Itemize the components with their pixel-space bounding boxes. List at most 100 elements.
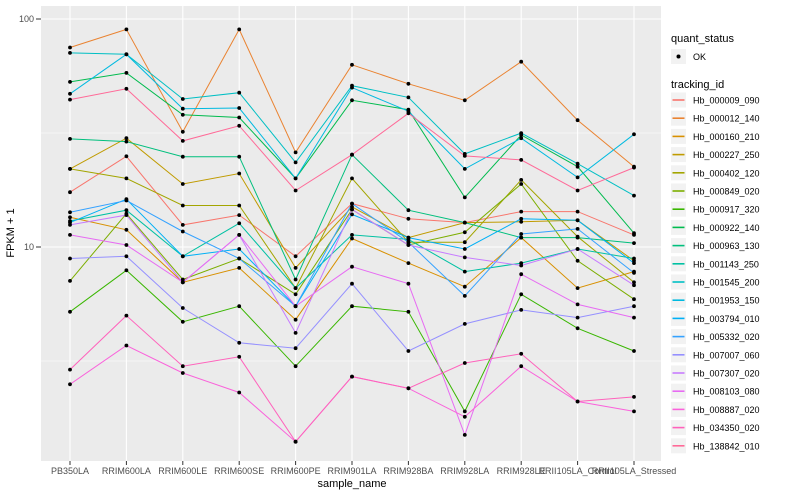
data-point: [462, 240, 467, 245]
data-point: [237, 27, 242, 32]
data-point: [632, 409, 636, 414]
data-point: [519, 178, 524, 182]
data-point: [406, 349, 411, 353]
data-point: [68, 137, 72, 141]
data-point: [632, 261, 636, 265]
data-point: [293, 346, 298, 351]
data-point: [68, 190, 72, 195]
data-point: [350, 207, 354, 212]
data-point: [575, 315, 580, 320]
y-tick-label: 100: [19, 14, 34, 24]
data-point: [519, 272, 524, 277]
data-point: [237, 203, 242, 208]
data-point: [124, 136, 129, 141]
legend-quant-status-title: quant_status: [671, 33, 734, 45]
data-point: [632, 315, 636, 320]
legend-series-label: Hb_005332_020: [693, 332, 760, 342]
data-point: [237, 247, 242, 251]
data-point: [519, 136, 524, 141]
data-point: [237, 90, 242, 95]
data-point: [68, 91, 72, 96]
x-tick-label: RRIM600PE: [271, 466, 321, 476]
data-point: [575, 188, 580, 193]
data-point: [237, 213, 242, 218]
data-point: [237, 354, 242, 359]
x-tick-label: RRIM600LA: [102, 466, 151, 476]
data-point: [406, 81, 411, 86]
data-point: [406, 235, 411, 240]
data-point: [632, 193, 636, 198]
data-point: [180, 306, 185, 310]
data-point: [293, 160, 298, 165]
data-point: [406, 309, 411, 314]
data-point: [180, 106, 185, 111]
data-point: [124, 139, 129, 144]
data-point: [462, 220, 467, 225]
data-point: [124, 343, 129, 348]
data-point: [632, 395, 636, 399]
data-point: [237, 304, 242, 309]
data-point: [124, 198, 129, 203]
data-point: [237, 390, 242, 395]
data-point: [462, 433, 467, 437]
data-point: [350, 233, 354, 237]
data-point: [519, 158, 524, 162]
data-point: [68, 223, 72, 227]
data-point: [124, 176, 129, 181]
x-tick-label: RRIM928BA: [383, 466, 433, 476]
x-tick-label: RRII105LA_Stressed: [592, 466, 677, 476]
data-point: [519, 235, 524, 240]
data-point: [350, 85, 354, 90]
data-point: [462, 230, 467, 235]
data-point: [293, 286, 298, 290]
data-point: [462, 409, 467, 414]
data-point: [462, 361, 467, 365]
data-point: [632, 132, 636, 137]
data-point: [180, 319, 185, 324]
legend-series-label: Hb_000922_140: [693, 223, 760, 233]
data-point: [237, 123, 242, 128]
legend-series-label: Hb_000963_130: [693, 241, 760, 251]
data-point: [350, 304, 354, 309]
data-point: [180, 371, 185, 375]
data-point: [350, 98, 354, 103]
data-point: [68, 80, 72, 84]
data-point: [180, 203, 185, 208]
legend-series-label: Hb_001143_250: [693, 259, 759, 269]
data-point: [180, 223, 185, 227]
data-point: [293, 317, 298, 322]
data-point: [462, 247, 467, 251]
x-tick-label: PB350LA: [51, 466, 89, 476]
data-point: [575, 235, 580, 240]
legend-series-label: Hb_008887_020: [693, 405, 760, 415]
ok-point-marker: [676, 54, 681, 59]
data-point: [350, 62, 354, 67]
data-point: [632, 256, 636, 261]
legend-series-label: Hb_007007_060: [693, 350, 760, 360]
legend-series-label: Hb_000009_090: [693, 96, 760, 106]
data-point: [293, 304, 298, 309]
data-point: [462, 294, 467, 298]
data-point: [124, 71, 129, 75]
data-point: [350, 205, 354, 209]
data-point: [462, 414, 467, 419]
data-point: [124, 86, 129, 91]
data-point: [406, 261, 411, 265]
data-point: [575, 399, 580, 404]
data-point: [519, 308, 524, 312]
legend-series-label: Hb_001545_200: [693, 278, 760, 288]
data-point: [406, 386, 411, 391]
data-point: [293, 364, 298, 369]
data-point: [124, 208, 129, 213]
data-point: [575, 326, 580, 331]
data-point: [68, 309, 72, 314]
data-point: [575, 258, 580, 263]
data-point: [124, 154, 129, 159]
data-point: [68, 256, 72, 261]
data-point: [632, 165, 636, 170]
data-point: [293, 254, 298, 259]
data-point: [519, 216, 524, 221]
data-point: [632, 271, 636, 275]
